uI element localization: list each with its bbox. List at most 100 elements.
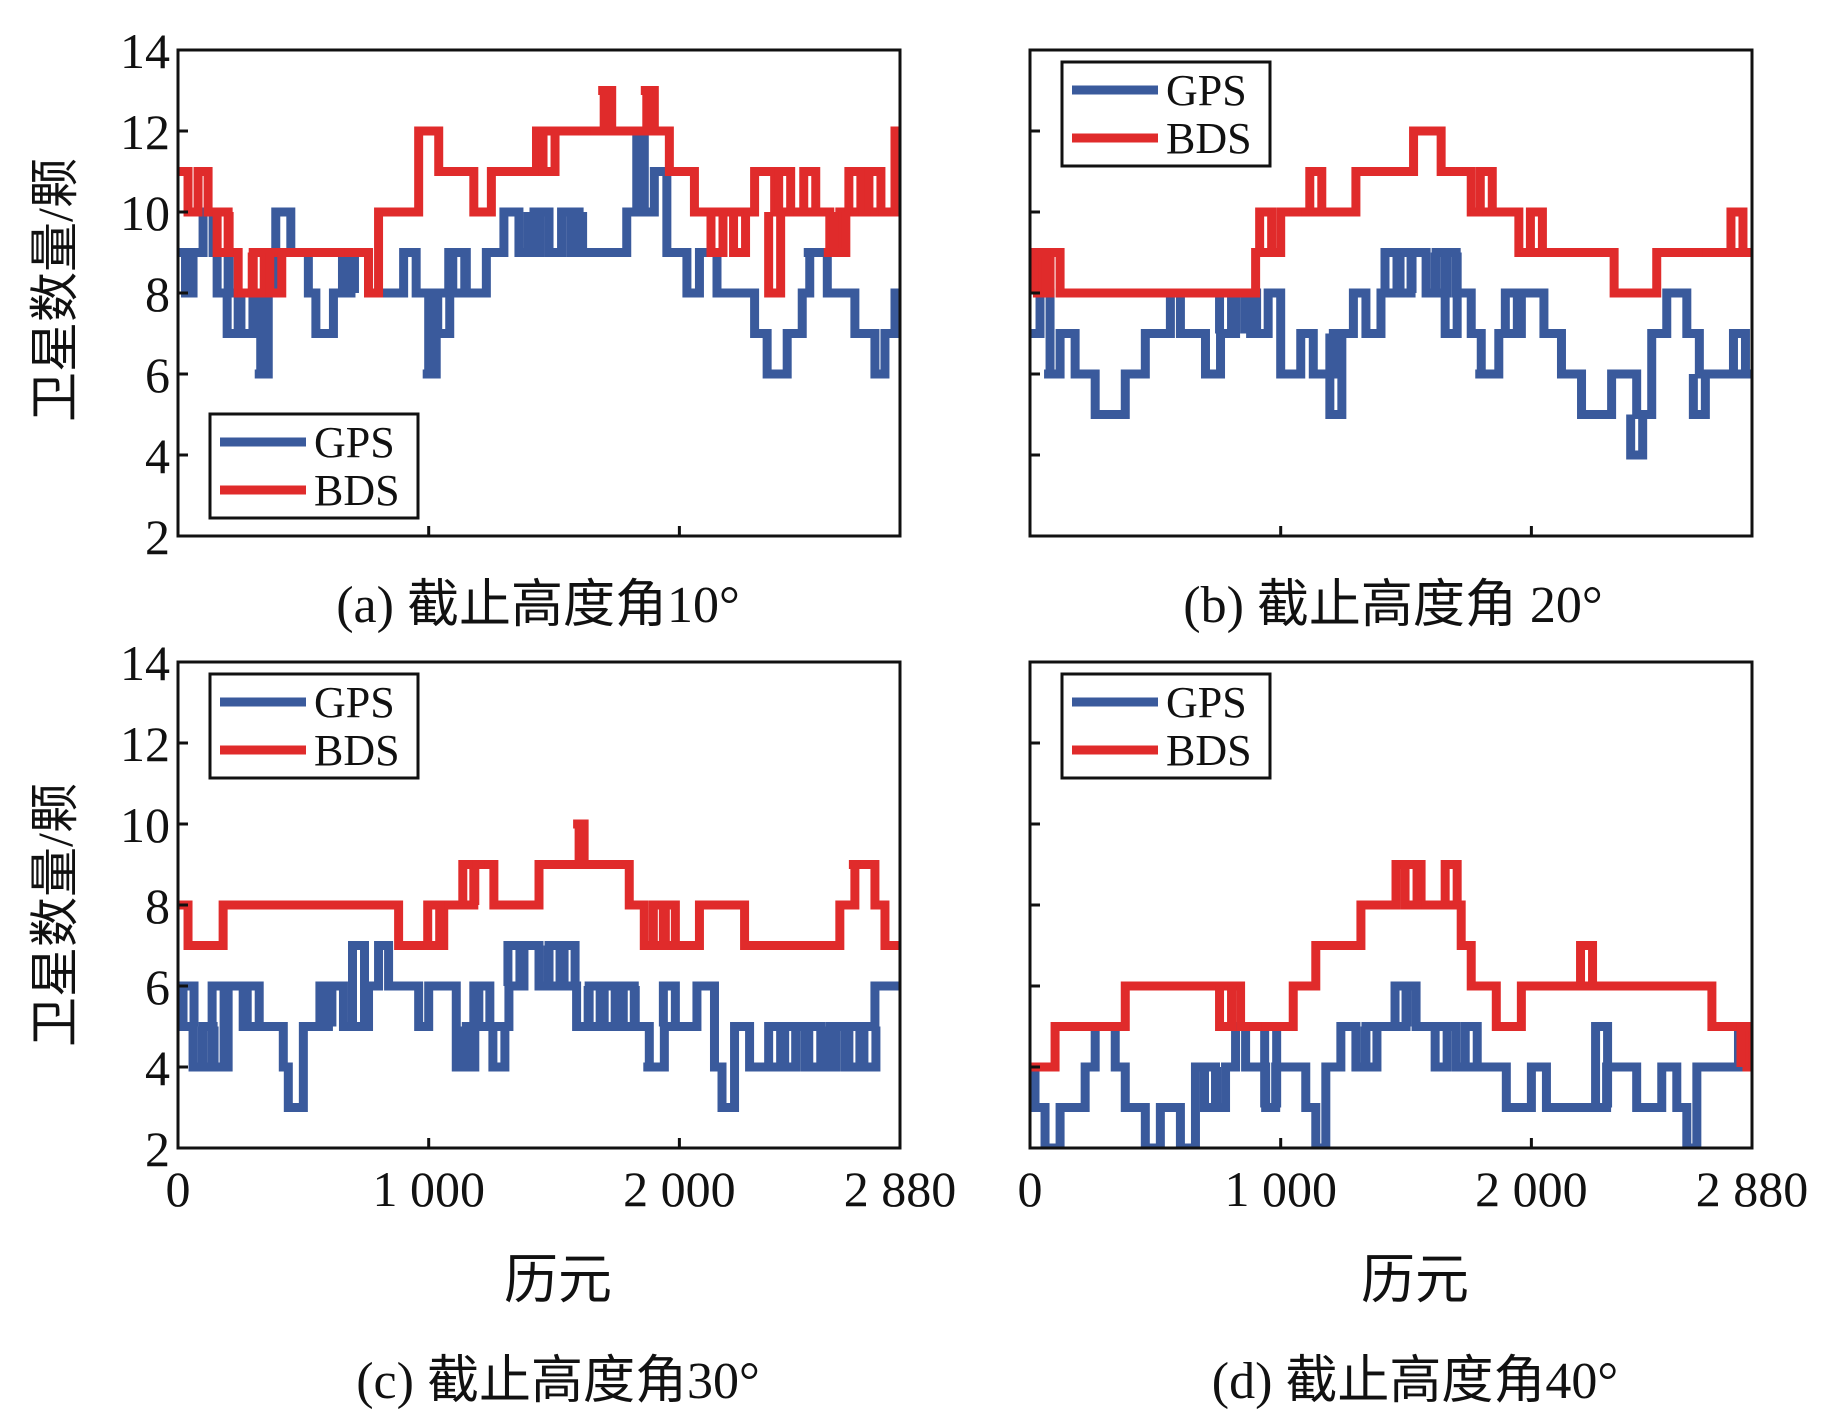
legend-label-bds: BDS bbox=[1166, 114, 1252, 163]
y-tick-label: 8 bbox=[145, 266, 170, 322]
caption-a: (a) 截止高度角10° bbox=[336, 577, 740, 634]
series-spike-gps bbox=[1380, 248, 1402, 293]
x-tick-label: 1 000 bbox=[1224, 1161, 1337, 1217]
y-tick-label: 12 bbox=[120, 716, 170, 772]
series-spike-gps bbox=[1260, 1022, 1282, 1108]
x-tick-label: 0 bbox=[1018, 1161, 1043, 1217]
y-tick-label: 2 bbox=[145, 1121, 170, 1177]
x-tick-label: 0 bbox=[166, 1161, 191, 1217]
series-spike-gps bbox=[1500, 288, 1522, 334]
series-spike-gps bbox=[1360, 1026, 1382, 1072]
series-spike-gps bbox=[1460, 1022, 1482, 1067]
series-spike-gps bbox=[1395, 248, 1417, 293]
series-spike-gps bbox=[242, 981, 264, 1027]
series-spike-bds bbox=[864, 167, 886, 212]
series-spike-bds bbox=[844, 167, 866, 212]
series-spike-gps bbox=[1430, 1026, 1452, 1072]
legend-label-gps: GPS bbox=[1166, 678, 1247, 727]
series-spike-gps bbox=[804, 1022, 826, 1067]
series-line-gps bbox=[1030, 248, 1752, 419]
y-tick-label: 14 bbox=[120, 23, 170, 79]
series-spike-gps bbox=[523, 212, 545, 257]
y-tick-label: 10 bbox=[120, 185, 170, 241]
series-spike-bds bbox=[247, 252, 269, 298]
series-spike-bds bbox=[1305, 167, 1327, 212]
legend-label-gps: GPS bbox=[314, 678, 395, 727]
series-spike-bds bbox=[658, 900, 680, 946]
x-tick-label: 1 000 bbox=[372, 1161, 485, 1217]
series-spike-gps bbox=[473, 981, 495, 1027]
series-spike-gps bbox=[448, 252, 470, 298]
series-spike-bds bbox=[1215, 986, 1237, 1031]
y-tick-label: 4 bbox=[145, 428, 170, 484]
caption-d: (d) 截止高度角40° bbox=[1212, 1353, 1618, 1410]
series-spike-gps bbox=[779, 1026, 801, 1072]
series-spike-gps bbox=[315, 981, 337, 1027]
series-spike-bds bbox=[1525, 207, 1547, 253]
series-spike-gps bbox=[658, 981, 680, 1027]
series-spike-gps bbox=[178, 981, 199, 1027]
series-spike-bds bbox=[458, 860, 480, 905]
series-spike-gps bbox=[1390, 981, 1412, 1027]
y-axis-label-bottom: 卫星数量/颗 bbox=[27, 783, 83, 1047]
series-spike-bds bbox=[212, 212, 234, 257]
series-spike-bds bbox=[1576, 941, 1598, 986]
legend-box bbox=[1060, 60, 1272, 168]
series-spike-bds bbox=[764, 212, 786, 298]
series-spike-gps bbox=[1215, 288, 1237, 334]
series-spike-gps bbox=[618, 986, 640, 1031]
series-spike-bds bbox=[729, 212, 751, 257]
y-tick-label: 8 bbox=[145, 878, 170, 934]
series-spike-gps bbox=[566, 212, 588, 257]
series-spike-gps bbox=[1200, 1067, 1221, 1112]
series-spike-gps bbox=[819, 1026, 841, 1072]
y-tick-label: 6 bbox=[145, 959, 170, 1015]
caption-c: (c) 截止高度角30° bbox=[356, 1353, 760, 1410]
series-spike-bds bbox=[1255, 207, 1277, 253]
series-spike-bds bbox=[423, 900, 445, 946]
x-tick-label: 2 880 bbox=[1696, 1161, 1809, 1217]
y-tick-label: 10 bbox=[120, 797, 170, 853]
series-spike-gps bbox=[503, 941, 525, 986]
series-group bbox=[178, 86, 900, 379]
legend-box bbox=[208, 412, 420, 520]
series-spike-gps bbox=[583, 986, 605, 1031]
y-tick-label: 4 bbox=[145, 1040, 170, 1096]
series-spike-gps bbox=[558, 941, 580, 986]
series-spike-gps bbox=[1688, 374, 1710, 419]
series-spike-bds bbox=[706, 212, 728, 257]
series-spike-gps bbox=[1626, 414, 1648, 460]
series-spike-bds bbox=[1736, 1022, 1752, 1067]
series-line-bds bbox=[1030, 860, 1752, 1072]
series-spike-bds bbox=[1726, 207, 1748, 253]
series-group bbox=[1030, 126, 1752, 460]
series-spike-bds bbox=[799, 167, 821, 212]
series-spike-gps bbox=[207, 981, 229, 1067]
series-group bbox=[178, 819, 900, 1112]
series-spike-gps bbox=[458, 1026, 480, 1072]
x-tick-label: 2 000 bbox=[1475, 1161, 1588, 1217]
x-tick-label: 2 000 bbox=[623, 1161, 736, 1217]
x-axis-label-c: 历元 bbox=[504, 1250, 612, 1310]
series-spike-bds bbox=[774, 167, 796, 212]
series-line-bds bbox=[1030, 126, 1752, 298]
series-spike-bds bbox=[1475, 167, 1497, 212]
y-tick-label: 6 bbox=[145, 347, 170, 403]
series-line-bds bbox=[178, 86, 900, 298]
series-spike-bds bbox=[265, 252, 287, 298]
y-axis-label-top: 卫星数量/颗 bbox=[27, 158, 83, 422]
legend-label-bds: BDS bbox=[1166, 726, 1252, 775]
legend-label-bds: BDS bbox=[314, 466, 400, 515]
series-spike-bds bbox=[829, 212, 851, 257]
series-spike-gps bbox=[859, 1026, 881, 1072]
legend-box bbox=[208, 672, 420, 780]
x-tick-label: 2 880 bbox=[844, 1161, 957, 1217]
series-line-gps bbox=[1030, 981, 1752, 1148]
y-tick-label: 2 bbox=[145, 509, 170, 565]
